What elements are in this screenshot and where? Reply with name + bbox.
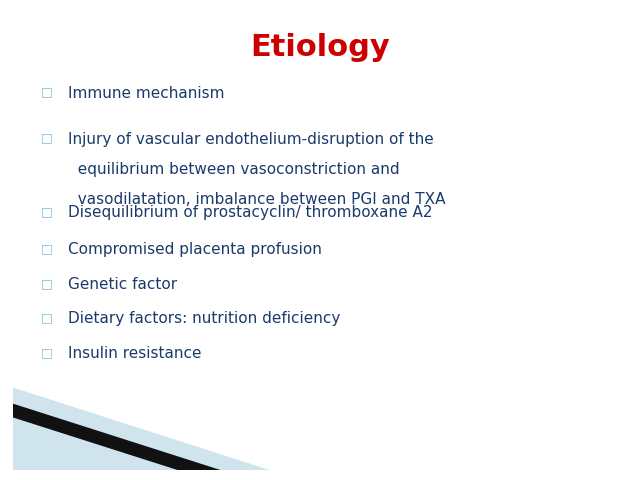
- Text: Etiology: Etiology: [250, 33, 390, 61]
- Text: vasodilatation, imbalance between PGI and TXA: vasodilatation, imbalance between PGI an…: [68, 192, 445, 206]
- Text: □: □: [41, 277, 52, 290]
- Text: □: □: [41, 85, 52, 98]
- Text: □: □: [41, 205, 52, 218]
- Text: Dietary factors: nutrition deficiency: Dietary factors: nutrition deficiency: [68, 312, 340, 326]
- Text: □: □: [41, 132, 52, 144]
- Text: □: □: [41, 242, 52, 255]
- Text: Insulin resistance: Insulin resistance: [68, 346, 202, 361]
- Polygon shape: [13, 404, 221, 470]
- Text: Injury of vascular endothelium-disruption of the: Injury of vascular endothelium-disruptio…: [68, 132, 434, 147]
- Text: Genetic factor: Genetic factor: [68, 277, 177, 292]
- Text: Disequilibrium of prostacyclin/ thromboxane A2: Disequilibrium of prostacyclin/ thrombox…: [68, 205, 433, 220]
- Text: Compromised placenta profusion: Compromised placenta profusion: [68, 242, 322, 257]
- Text: □: □: [41, 346, 52, 359]
- Polygon shape: [13, 387, 271, 470]
- Text: Immune mechanism: Immune mechanism: [68, 85, 225, 101]
- Text: equilibrium between vasoconstriction and: equilibrium between vasoconstriction and: [68, 162, 400, 177]
- Text: □: □: [41, 312, 52, 324]
